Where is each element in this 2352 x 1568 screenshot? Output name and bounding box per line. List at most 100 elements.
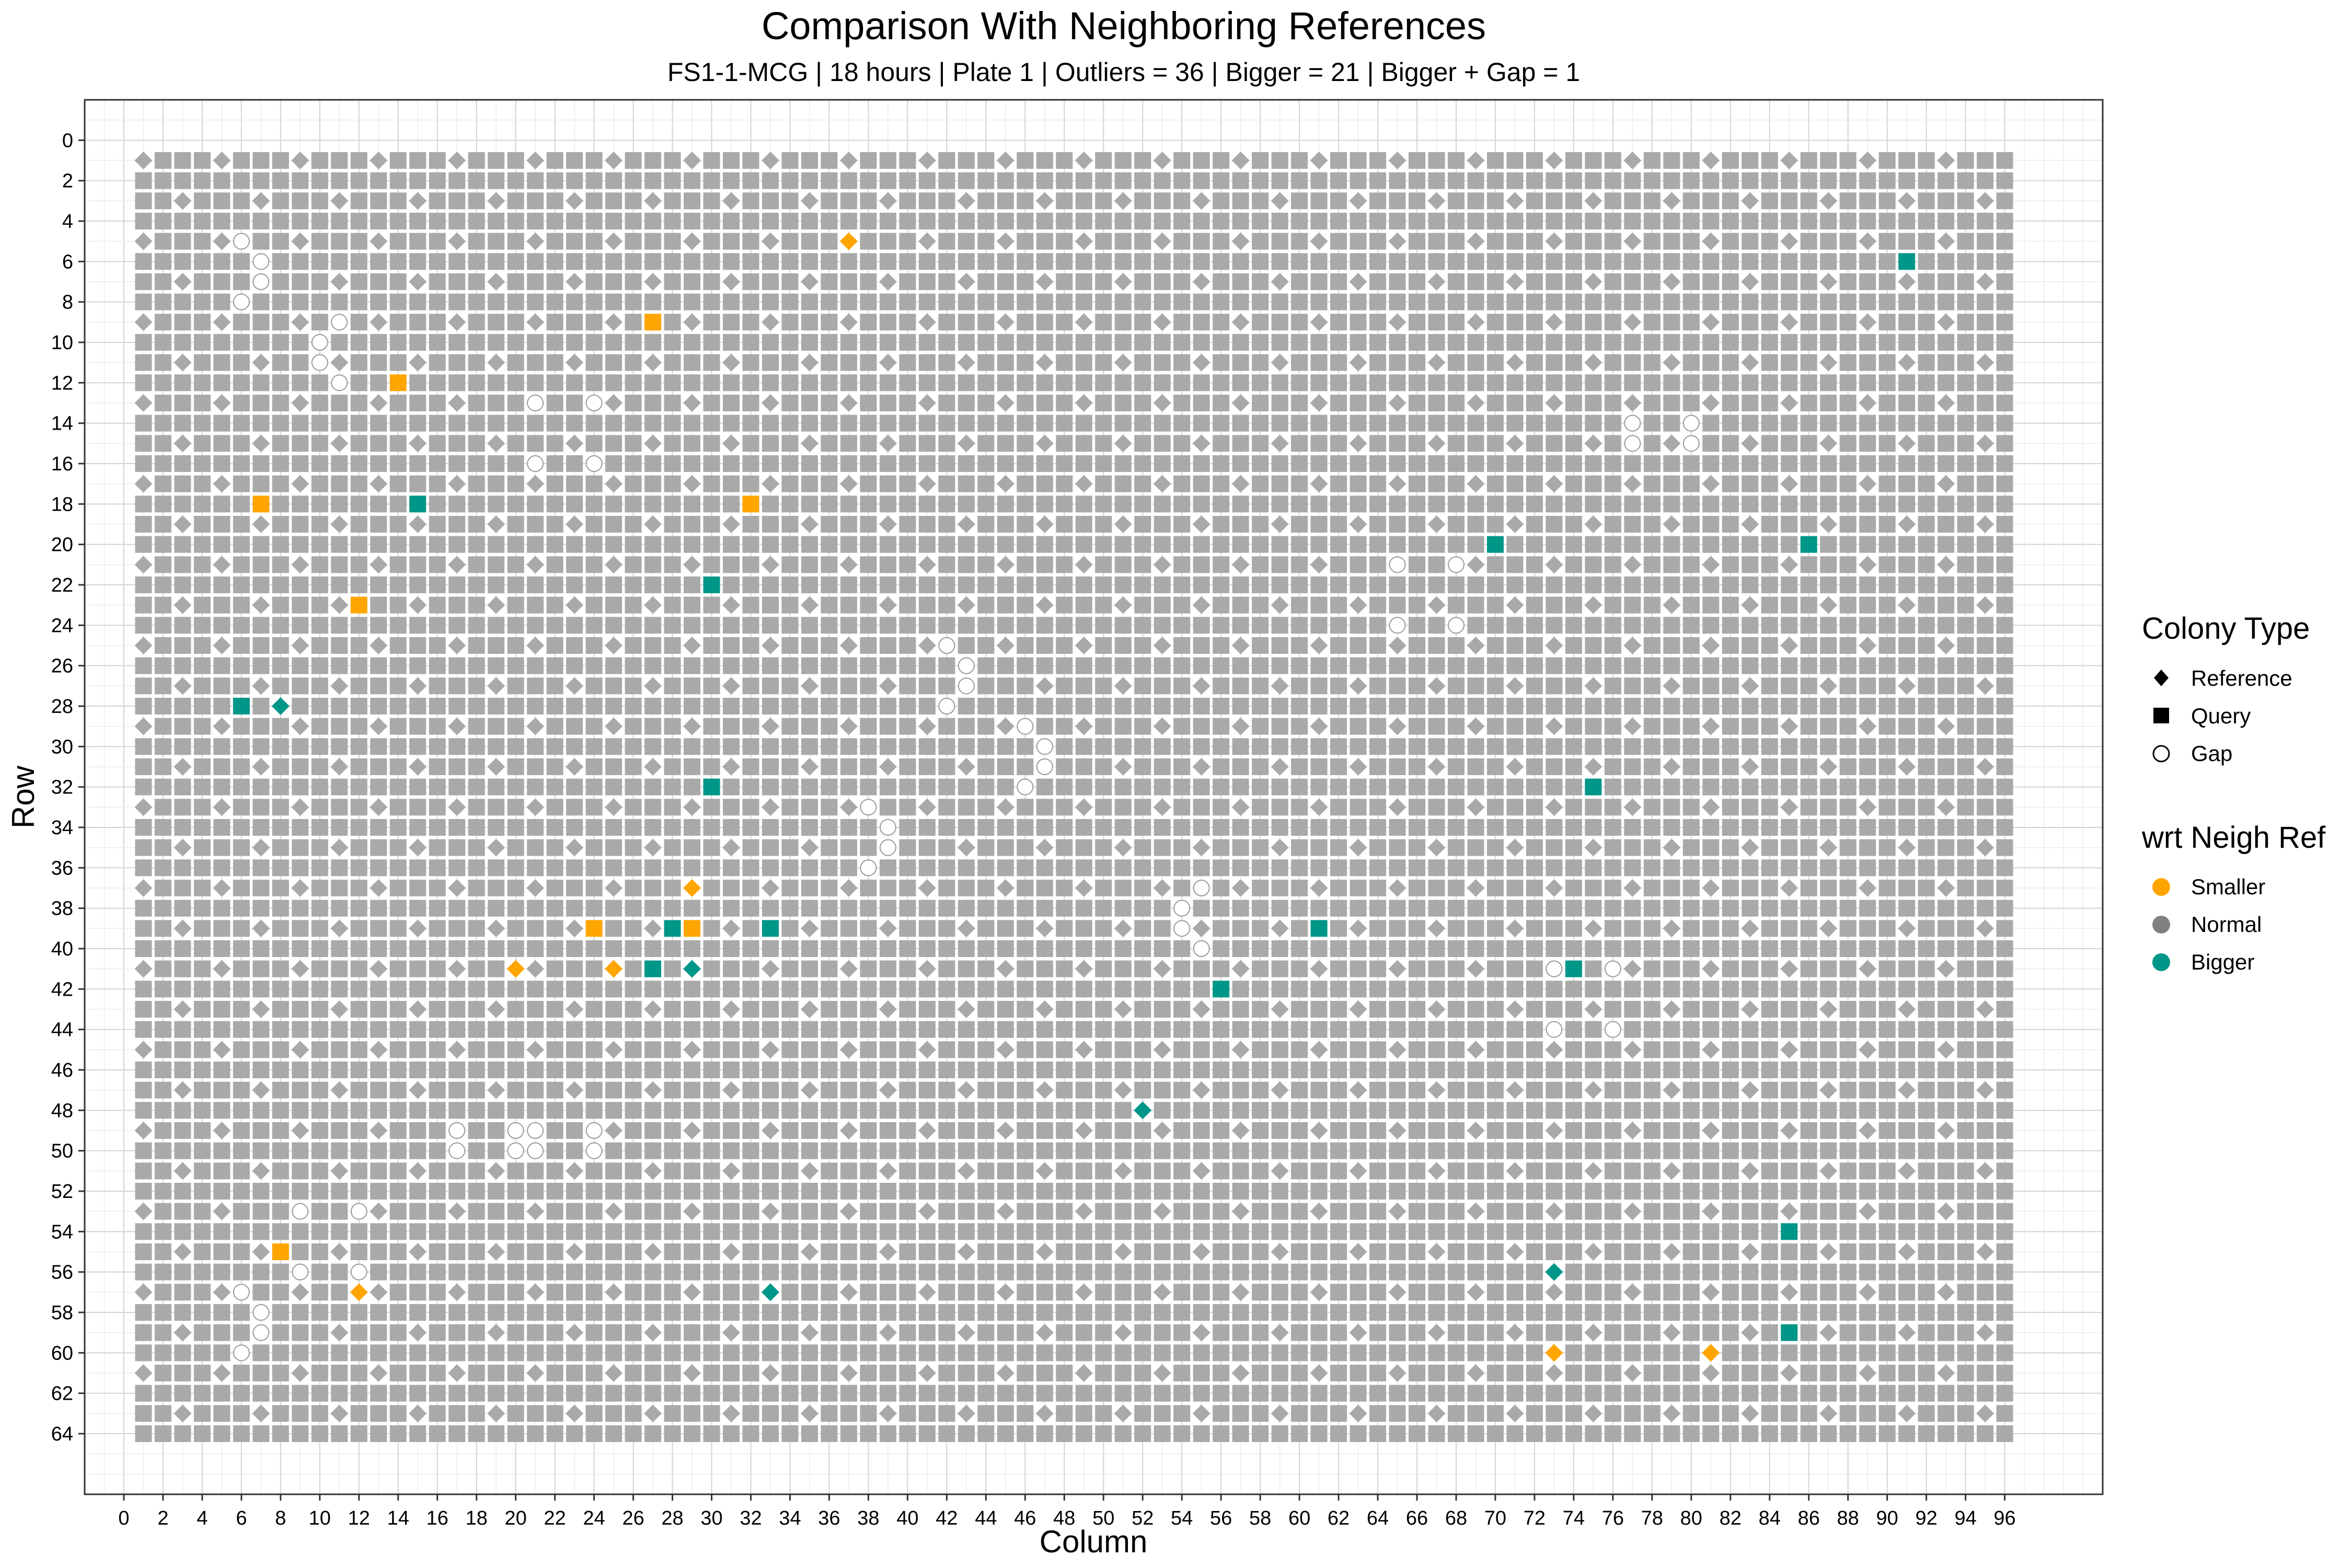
query-point xyxy=(546,172,563,189)
reference-point xyxy=(1898,919,1916,938)
query-point xyxy=(1761,778,1778,795)
query-point xyxy=(1624,1162,1641,1180)
query-point xyxy=(1428,819,1445,836)
query-point xyxy=(389,354,407,371)
query-point xyxy=(1643,435,1661,452)
query-point xyxy=(997,859,1014,877)
query-point xyxy=(1075,192,1092,210)
query-point xyxy=(997,738,1014,755)
query-point xyxy=(1820,960,1837,977)
query-point xyxy=(684,940,701,957)
query-point xyxy=(1095,213,1112,229)
query-point xyxy=(1977,698,1994,714)
query-point xyxy=(1506,536,1524,553)
query-point xyxy=(1702,293,1720,310)
query-point xyxy=(566,698,583,714)
query-point xyxy=(1938,516,1955,533)
query-point xyxy=(1761,839,1778,856)
query-point xyxy=(1918,738,1935,755)
query-point xyxy=(1114,778,1132,795)
query-point xyxy=(879,617,896,634)
query-point xyxy=(1350,172,1367,189)
query-point xyxy=(879,334,896,351)
query-point xyxy=(1213,880,1230,896)
query-point xyxy=(879,718,896,735)
query-point xyxy=(546,940,563,957)
query-point xyxy=(918,900,936,917)
query-point xyxy=(958,617,975,634)
query-point xyxy=(429,414,446,432)
query-point xyxy=(1056,960,1073,977)
query-point xyxy=(1604,920,1621,937)
query-point xyxy=(1977,799,1994,816)
query-point xyxy=(1682,455,1700,472)
query-point xyxy=(625,1102,642,1119)
query-point xyxy=(1957,940,1974,957)
query-point xyxy=(703,172,720,189)
reference-point xyxy=(526,475,545,493)
query-point xyxy=(311,1062,328,1078)
query-point xyxy=(1173,839,1191,856)
query-point xyxy=(272,799,289,816)
query-point xyxy=(1114,880,1132,896)
query-point xyxy=(1624,819,1641,836)
query-point xyxy=(585,536,603,553)
query-point xyxy=(1232,213,1249,229)
query-point xyxy=(488,577,505,593)
query-point xyxy=(1154,819,1171,836)
query-point xyxy=(1878,192,1896,210)
query-point xyxy=(1663,556,1680,573)
query-point xyxy=(233,152,250,169)
query-point xyxy=(1213,395,1230,411)
query-point xyxy=(370,192,387,210)
query-point xyxy=(1977,334,1994,351)
query-point xyxy=(821,1062,838,1078)
query-point xyxy=(1604,1041,1621,1058)
query-point xyxy=(1389,596,1406,614)
query-point xyxy=(1800,637,1817,654)
query-point xyxy=(1506,414,1524,432)
query-point xyxy=(664,819,681,836)
query-point xyxy=(1839,1001,1857,1018)
reference-point xyxy=(1192,677,1210,695)
query-point xyxy=(174,819,191,836)
query-point xyxy=(1369,475,1387,492)
reference-point xyxy=(1467,475,1485,493)
query-point xyxy=(1017,455,1034,472)
query-point xyxy=(1036,657,1053,674)
query-point xyxy=(272,1081,289,1099)
query-point xyxy=(703,657,720,674)
query-point xyxy=(899,213,916,229)
query-point xyxy=(1409,940,1426,957)
query-point xyxy=(781,233,799,250)
query-point xyxy=(1036,718,1053,735)
query-point xyxy=(1859,455,1876,472)
query-point xyxy=(174,981,191,998)
query-point xyxy=(1800,414,1817,432)
query-point xyxy=(154,516,171,533)
query-point xyxy=(1232,1062,1249,1078)
query-point xyxy=(938,1021,955,1038)
query-point xyxy=(1095,657,1112,674)
reference-point xyxy=(605,313,623,331)
query-point xyxy=(1898,778,1916,795)
query-point xyxy=(1722,657,1739,674)
query-point xyxy=(1389,1021,1406,1038)
query-point xyxy=(821,859,838,877)
reference-point xyxy=(1427,838,1446,857)
query-point xyxy=(1898,981,1916,998)
query-point xyxy=(1467,172,1484,189)
query-point xyxy=(1702,172,1720,189)
query-point xyxy=(1996,1122,2013,1139)
query-point xyxy=(723,718,740,735)
query-point xyxy=(605,1021,622,1038)
query-point xyxy=(1506,495,1524,513)
query-point xyxy=(448,839,466,856)
query-point xyxy=(566,637,583,654)
query-point xyxy=(684,1021,701,1038)
query-point xyxy=(292,1102,309,1119)
query-point xyxy=(1565,859,1582,877)
query-point xyxy=(1271,213,1288,229)
query-point xyxy=(1742,718,1759,735)
query-point xyxy=(1075,920,1092,937)
